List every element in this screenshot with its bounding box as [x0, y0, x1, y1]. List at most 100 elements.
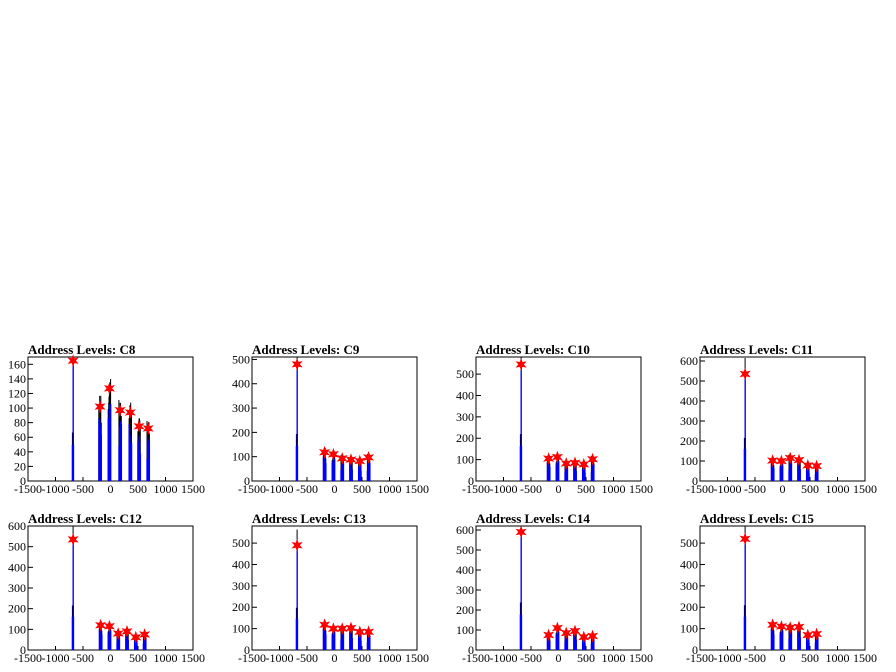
y-tick-label: 200 — [232, 600, 250, 614]
x-tick-label: -500 — [296, 482, 318, 496]
chart-panel: Address Levels: C10 0 100 200 300 400 500 -1500… — [456, 342, 653, 496]
y-tick-label: 0 — [692, 643, 698, 657]
y-tick-label: 500 — [680, 374, 698, 388]
x-tick-label: 500 — [577, 651, 595, 665]
y-tick-label: 100 — [8, 622, 26, 636]
x-tick-label: 1500 — [181, 482, 205, 496]
y-tick-label: 600 — [680, 354, 698, 368]
x-tick-label: 1500 — [405, 482, 429, 496]
x-tick-label: 1000 — [602, 482, 626, 496]
chart-title: Address Levels: C15 — [700, 511, 814, 526]
peak-marker — [363, 451, 375, 464]
y-tick-label: 0 — [692, 474, 698, 488]
y-tick-label: 100 — [232, 450, 250, 464]
peak-marker — [802, 628, 814, 642]
x-tick-label: 500 — [129, 651, 147, 665]
y-tick-label: 300 — [456, 583, 474, 597]
peak-marker — [67, 533, 79, 546]
peak-marker — [103, 381, 115, 395]
y-tick-label: 200 — [680, 434, 698, 448]
x-tick-label: 0 — [332, 651, 338, 665]
y-tick-label: 500 — [8, 540, 26, 554]
x-tick-label: -1000 — [42, 482, 70, 496]
peak-marker — [354, 625, 366, 639]
peak-marker — [543, 628, 555, 642]
x-tick-label: 500 — [801, 482, 819, 496]
y-tick-label: 500 — [680, 536, 698, 550]
y-tick-label: 300 — [232, 579, 250, 593]
peak-marker — [551, 450, 563, 464]
peak-marker — [363, 625, 375, 639]
chart-title: Address Levels: C13 — [252, 511, 366, 526]
x-tick-label: -1500 — [462, 651, 490, 665]
peak-marker — [784, 621, 796, 634]
peak-marker — [775, 454, 787, 468]
peak-marker — [327, 622, 339, 636]
y-tick-label: 400 — [232, 377, 250, 391]
y-tick-label: 100 — [680, 622, 698, 636]
x-tick-label: -500 — [296, 651, 318, 665]
y-tick-label: 400 — [232, 557, 250, 571]
x-tick-label: 500 — [353, 651, 371, 665]
peak-marker — [336, 622, 348, 636]
peak-marker — [112, 627, 124, 640]
peak-marker — [354, 454, 366, 468]
x-tick-label: 1000 — [826, 651, 850, 665]
x-tick-label: -1000 — [714, 651, 742, 665]
y-tick-label: 100 — [456, 453, 474, 467]
y-tick-label: 500 — [232, 352, 250, 366]
y-tick-label: 600 — [8, 519, 26, 533]
peak-marker — [67, 354, 79, 368]
x-tick-label: -500 — [744, 482, 766, 496]
y-tick-label: 0 — [468, 643, 474, 657]
y-tick-label: 400 — [456, 563, 474, 577]
x-tick-label: -1000 — [490, 482, 518, 496]
x-tick-label: -1000 — [42, 651, 70, 665]
x-tick-label: -1500 — [14, 482, 42, 496]
peak-marker — [784, 451, 796, 465]
x-tick-label: 1000 — [154, 651, 178, 665]
x-tick-label: -1000 — [266, 651, 294, 665]
peak-marker — [551, 621, 563, 635]
y-tick-label: 60 — [14, 430, 26, 444]
peak-marker — [739, 367, 751, 381]
peak-marker — [802, 458, 814, 472]
peak-marker — [133, 419, 145, 433]
y-tick-label: 200 — [232, 425, 250, 439]
x-tick-label: 1000 — [378, 482, 402, 496]
peak-marker — [767, 618, 779, 632]
y-tick-label: 400 — [456, 388, 474, 402]
peak-marker — [775, 620, 787, 633]
peak-marker — [124, 406, 136, 419]
peak-marker — [569, 624, 581, 638]
x-tick-label: 1500 — [405, 651, 429, 665]
y-tick-label: 100 — [8, 401, 26, 415]
y-tick-label: 100 — [456, 623, 474, 637]
x-tick-label: 1500 — [181, 651, 205, 665]
x-tick-label: 1000 — [826, 482, 850, 496]
peak-marker — [515, 358, 527, 371]
x-tick-label: 1500 — [853, 482, 877, 496]
x-tick-label: 500 — [801, 651, 819, 665]
x-tick-label: 0 — [332, 482, 338, 496]
x-tick-label: 0 — [780, 482, 786, 496]
chart-panel: Address Levels: C14 0 100 200 300 400 500 600 -1… — [456, 511, 653, 665]
peak-marker — [578, 457, 590, 471]
peak-marker — [142, 422, 154, 435]
peak-marker — [319, 618, 331, 632]
peak-marker — [95, 618, 107, 632]
peak-marker — [130, 630, 142, 644]
chart-panel: Address Levels: C12 0 100 200 300 400 500 600 -1… — [8, 511, 205, 665]
peak-marker — [587, 452, 599, 466]
x-tick-label: 1000 — [378, 651, 402, 665]
peak-marker — [587, 629, 599, 643]
chart-panel: Address Levels: C90100200300400500-1500-… — [232, 342, 429, 496]
peak-marker — [114, 403, 126, 417]
chart-title: Address Levels: C11 — [700, 342, 813, 357]
y-tick-label: 400 — [680, 557, 698, 571]
x-tick-label: 0 — [556, 482, 562, 496]
peak-marker — [336, 451, 348, 465]
y-tick-label: 200 — [8, 602, 26, 616]
x-tick-label: -1000 — [266, 482, 294, 496]
